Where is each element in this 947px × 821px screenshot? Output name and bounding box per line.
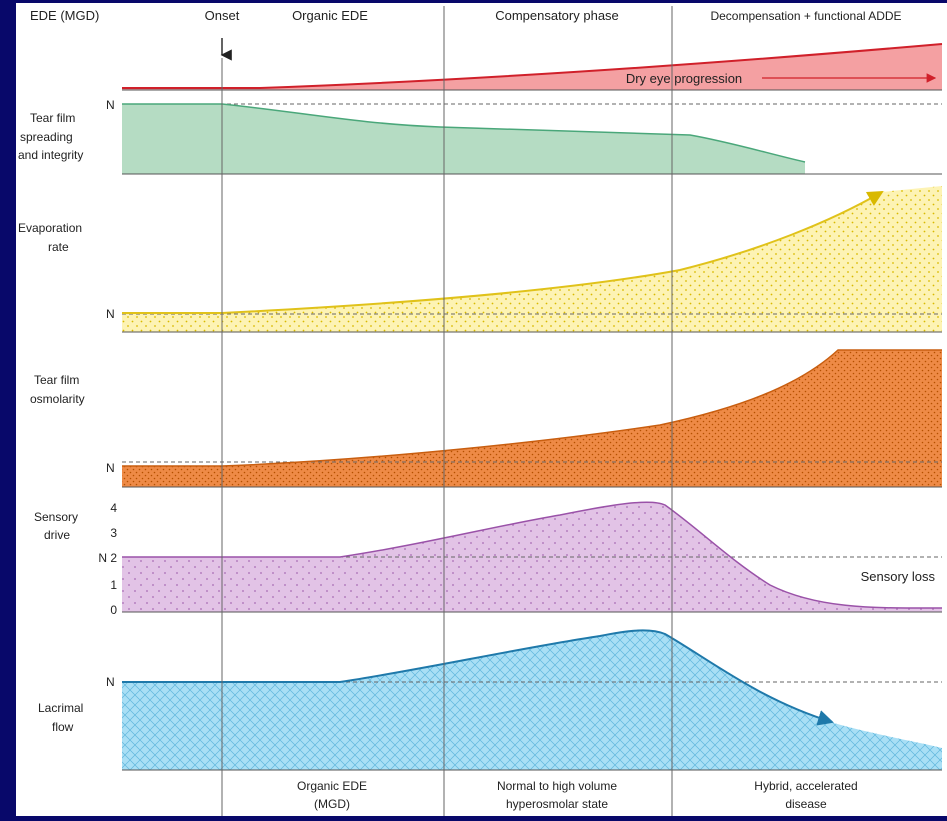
evaporation-n-label: N — [106, 307, 115, 321]
progression-band: Dry eye progression — [122, 43, 943, 91]
lacrimal-n-label: N — [106, 675, 115, 689]
header-row-label: EDE (MGD) — [30, 8, 99, 23]
sensory-label-2: drive — [44, 528, 70, 542]
tear-film-area — [122, 104, 805, 174]
tear-film-label-2: spreading — [20, 130, 73, 144]
sensory-label-1: Sensory — [34, 510, 78, 524]
tear-film-n-label: N — [106, 98, 115, 112]
lacrimal-texture — [122, 630, 942, 770]
sensory-tick-n2: N 2 — [98, 551, 117, 565]
header: EDE (MGD) Onset Organic EDE Compensatory… — [30, 8, 902, 61]
evaporation-panel: Evaporation rate N — [18, 186, 942, 333]
sensory-tick-1: 1 — [110, 578, 117, 592]
progression-label: Dry eye progression — [626, 71, 742, 86]
sensory-tick-0: 0 — [110, 603, 117, 617]
sensory-tick-4: 4 — [110, 501, 117, 515]
osmolarity-label-2: osmolarity — [30, 392, 85, 406]
lacrimal-label-2: flow — [52, 720, 74, 734]
sensory-panel: Sensory drive 4 3 N 2 1 0 Sensory loss — [34, 501, 943, 617]
tear-film-panel: Tear film spreading and integrity N — [18, 98, 942, 175]
osmolarity-label-1: Tear film — [34, 373, 79, 387]
footer-phase1-line2: (MGD) — [314, 797, 350, 811]
footer-phase3-line1: Hybrid, accelerated — [754, 779, 857, 793]
footer-phase1-line1: Organic EDE — [297, 779, 367, 793]
osmolarity-curve — [122, 349, 942, 467]
lacrimal-curve — [122, 629, 834, 726]
footer-phase2-line2: hyperosmolar state — [506, 797, 608, 811]
footer: Organic EDE (MGD) Normal to high volume … — [297, 779, 858, 811]
evaporation-texture — [122, 186, 942, 332]
tear-film-label-1: Tear film — [30, 111, 75, 125]
lacrimal-label-1: Lacrimal — [38, 701, 83, 715]
tear-film-label-3: and integrity — [18, 148, 83, 162]
header-onset: Onset — [205, 8, 240, 23]
evaporation-label-1: Evaporation — [18, 221, 82, 235]
osmolarity-texture — [122, 350, 942, 487]
osmolarity-panel: Tear film osmolarity N — [30, 349, 942, 488]
evaporation-curve — [122, 191, 884, 314]
header-phase-organic: Organic EDE — [292, 8, 368, 23]
footer-phase3-line2: disease — [785, 797, 827, 811]
header-phase-decompensation: Decompensation + functional ADDE — [710, 9, 901, 23]
progression-curve — [122, 43, 943, 89]
lacrimal-panel: Lacrimal flow N — [38, 629, 942, 771]
tear-film-curve — [122, 103, 806, 163]
sensory-curve — [122, 501, 943, 609]
footer-phase2-line1: Normal to high volume — [497, 779, 617, 793]
osmolarity-n-label: N — [106, 461, 115, 475]
sensory-tick-3: 3 — [110, 526, 117, 540]
header-phase-compensatory: Compensatory phase — [495, 8, 619, 23]
phase-dividers — [221, 6, 673, 816]
sensory-loss-label: Sensory loss — [861, 569, 936, 584]
evaporation-label-2: rate — [48, 240, 69, 254]
progression-area — [122, 44, 942, 90]
